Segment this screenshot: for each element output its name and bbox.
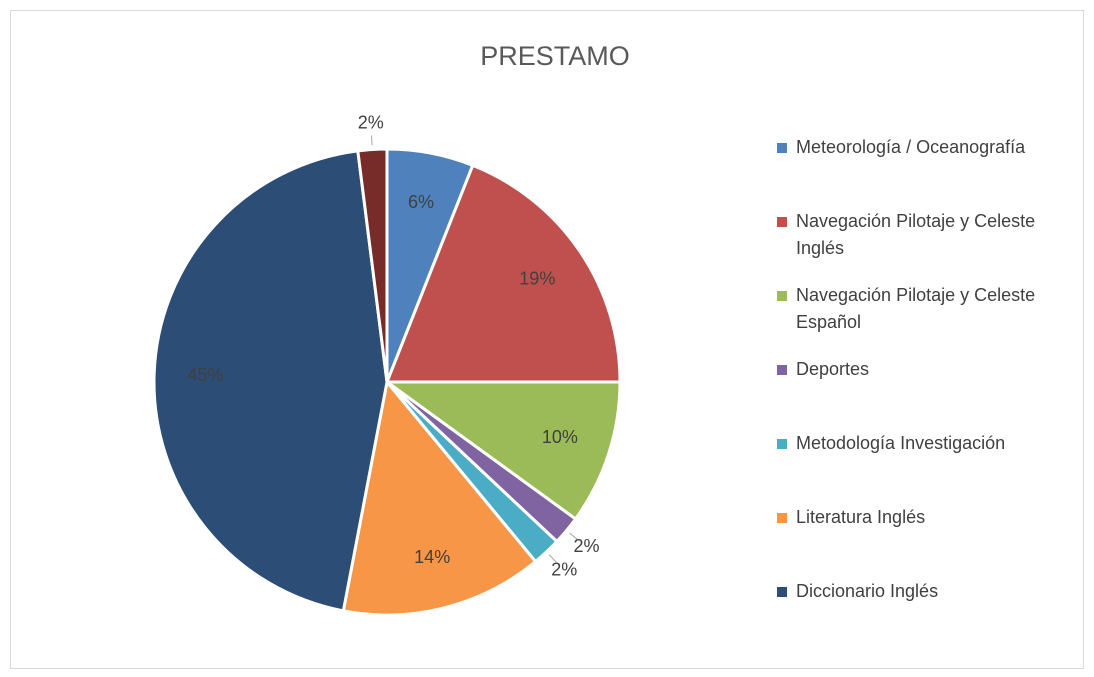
legend-item: Diccionario Inglés [777,578,1077,632]
legend-label: Literatura Inglés [796,507,926,527]
data-label: 10% [542,427,578,447]
legend-item: Meteorología / Oceanografía [777,134,1077,188]
legend-item: Navegación Pilotaje y Celeste Español [777,282,1077,336]
data-label: 2% [574,536,600,556]
legend-label: Navegación Pilotaje y Celeste Inglés [796,211,1036,258]
pie-slice [356,147,389,383]
legend-swatch [777,439,787,449]
data-label: 19% [519,269,555,289]
chart-title: PRESTAMO [480,41,630,71]
data-label: 2% [358,112,384,132]
legend-swatch [777,291,787,301]
legend-label: Meteorología / Oceanografía [796,137,1026,157]
leader-line [548,554,557,563]
legend-item: Literatura Inglés [777,504,1077,558]
data-label: 6% [408,192,434,212]
data-label: 2% [551,560,577,580]
leader-line [370,135,373,146]
legend: Meteorología / Oceanografía Navegación Pi… [777,134,1077,652]
pie-slice [382,380,622,522]
legend-item: Deportes [777,356,1077,410]
leader-line [569,532,578,540]
legend-item: Metodología Investigación [777,430,1077,484]
data-label: 45% [187,365,223,385]
legend-swatch [777,365,787,375]
legend-label: Navegación Pilotaje y Celeste Español [796,285,1036,332]
legend-swatch [777,587,787,597]
legend-label: Deportes [796,359,870,379]
legend-label: Metodología Investigación [796,433,1006,453]
pie-slice [384,163,622,384]
legend-swatch [777,143,787,153]
pie-slice [341,378,538,617]
legend-swatch [777,217,787,227]
data-label: 14% [414,547,450,567]
pie-slice [152,149,389,613]
legend-item: Navegación Pilotaje y Celeste Inglés [777,208,1077,262]
legend-swatch [777,513,787,523]
legend-label: Diccionario Inglés [796,581,939,601]
